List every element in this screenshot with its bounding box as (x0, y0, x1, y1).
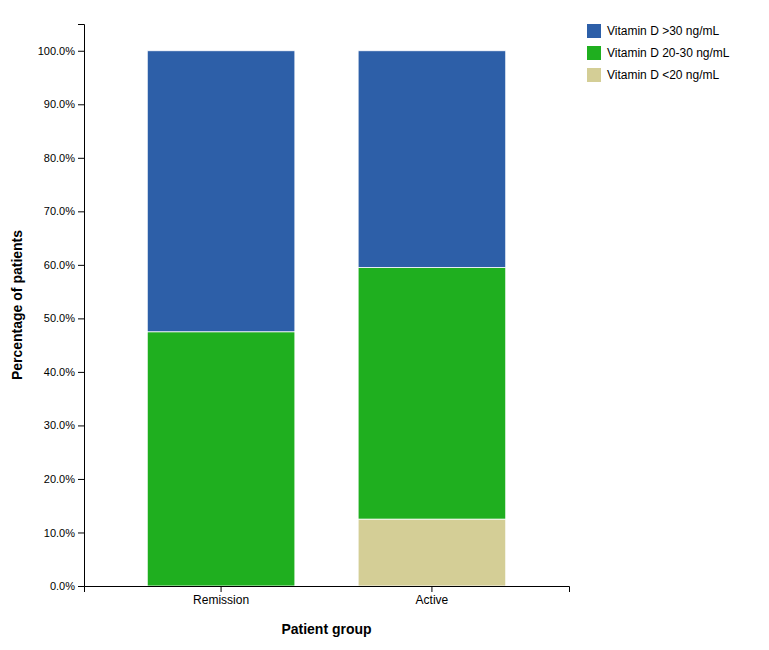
legend-swatch (587, 46, 601, 60)
chart: Remission Active 0.0% 10.0% 20.0% 30.0% 40.0% 5… (0, 0, 769, 650)
x-tick-mark (431, 586, 432, 592)
y-axis-title: Percentage of patients (9, 230, 25, 380)
bar-segment (358, 268, 506, 520)
legend-label: Vitamin D 20-30 ng/mL (607, 46, 730, 60)
y-tick-mark (78, 425, 84, 426)
y-tick: 30.0% (44, 419, 84, 431)
y-tick: 90.0% (44, 98, 84, 110)
x-tick-label: Remission (193, 593, 249, 607)
y-tick-label: 30.0% (44, 419, 75, 431)
legend: Vitamin D >30 ng/mL Vitamin D 20-30 ng/mL… (587, 24, 730, 82)
y-tick: 40.0% (44, 366, 84, 378)
y-tick-label: 60.0% (44, 259, 75, 271)
y-tick-mark (78, 158, 84, 159)
y-tick-mark (78, 586, 84, 587)
legend-item: Vitamin D <20 ng/mL (587, 68, 719, 82)
y-tick-label: 40.0% (44, 366, 75, 378)
y-tick: 80.0% (44, 152, 84, 164)
y-axis: 0.0% 10.0% 20.0% 30.0% 40.0% 50.0% 60.0% 70.0% 8… (38, 25, 85, 593)
x-tick-label: Active (416, 593, 449, 607)
bar-series (358, 519, 506, 586)
bar-series (147, 51, 505, 332)
y-tick: 60.0% (44, 259, 84, 271)
y-tick-label: 0.0% (50, 580, 75, 592)
y-tick-mark (78, 532, 84, 533)
y-tick-label: 100.0% (38, 45, 76, 57)
plot: Remission Active 0.0% 10.0% 20.0% 30.0% 40.0% 5… (9, 25, 570, 638)
bar-segment (358, 519, 506, 586)
y-tick: 50.0% (44, 312, 84, 324)
bar-segment (147, 51, 295, 332)
x-axis-title: Patient group (281, 621, 371, 637)
y-tick-mark (78, 265, 84, 266)
y-tick-mark (78, 104, 84, 105)
legend-item: Vitamin D 20-30 ng/mL (587, 46, 730, 60)
legend-label: Vitamin D >30 ng/mL (607, 24, 719, 38)
y-tick-label: 70.0% (44, 205, 75, 217)
legend-swatch (587, 24, 601, 38)
y-tick-label: 20.0% (44, 473, 75, 485)
y-tick: 10.0% (44, 526, 84, 538)
y-tick-mark (78, 372, 84, 373)
legend-item: Vitamin D >30 ng/mL (587, 24, 719, 38)
y-axis-line (78, 25, 85, 587)
y-tick-mark (78, 51, 84, 52)
x-axis: Remission Active (85, 586, 570, 607)
y-tick: 20.0% (44, 473, 84, 485)
x-axis-line (85, 587, 570, 593)
y-tick-label: 50.0% (44, 312, 75, 324)
y-tick-label: 10.0% (44, 526, 75, 538)
y-tick-label: 80.0% (44, 152, 75, 164)
y-tick-label: 90.0% (44, 98, 75, 110)
y-tick: 100.0% (38, 45, 84, 57)
y-tick-mark (78, 479, 84, 480)
bar-segment (358, 51, 506, 268)
x-tick: Active (416, 586, 449, 607)
legend-swatch (587, 68, 601, 82)
bar-segment (147, 332, 295, 586)
y-tick-mark (78, 318, 84, 319)
legend-label: Vitamin D <20 ng/mL (607, 68, 719, 82)
x-tick-mark (221, 586, 222, 592)
y-tick-mark (78, 211, 84, 212)
bars (147, 51, 505, 586)
x-tick: Remission (193, 586, 249, 607)
y-tick: 0.0% (50, 580, 84, 592)
y-tick: 70.0% (44, 205, 84, 217)
